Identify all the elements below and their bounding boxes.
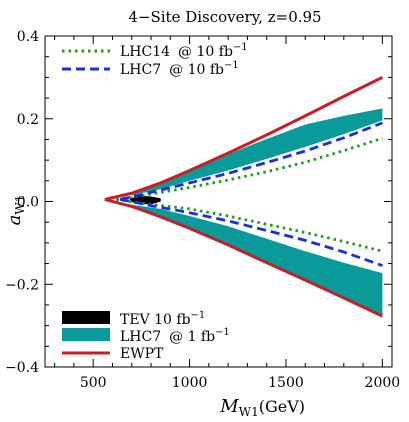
x-axis-label-main: M xyxy=(219,396,239,417)
chart-title: 4−Site Discovery, z=0.95 xyxy=(128,8,321,26)
legend-swatch xyxy=(62,311,110,324)
x-tick-label: 1500 xyxy=(268,375,304,391)
legend-item: LHC7 @ 1 fb−1 xyxy=(62,327,230,345)
x-axis-label-unit: (GeV) xyxy=(259,397,305,416)
legend-item: LHC7 @ 10 fb−1 xyxy=(62,60,239,78)
x-tick-label: 2000 xyxy=(365,375,401,391)
y-axis-label-sub: W1 xyxy=(13,195,27,215)
legend-item: LHC14 @ 10 fb−1 xyxy=(62,42,248,60)
y-tick-label: 0.0 xyxy=(17,195,39,211)
x-tick-label: 500 xyxy=(80,375,107,391)
legend-label: EWPT xyxy=(120,346,164,362)
y-tick-label: −0.4 xyxy=(5,360,39,376)
legend-item: TEV 10 fb−1 xyxy=(62,310,205,328)
band-lhc7_1fb_lower_band xyxy=(131,204,383,317)
series-lhc7_10_upper xyxy=(119,121,383,201)
legend-label: LHC14 @ 10 fb−1 xyxy=(120,42,248,60)
legend-swatch xyxy=(62,328,110,341)
y-axis-label-group: aW1 xyxy=(4,195,27,226)
plot-frame xyxy=(44,35,393,368)
y-tick-label: 0.2 xyxy=(17,112,39,128)
legend-label: TEV 10 fb−1 xyxy=(120,310,205,328)
x-axis-label: MW1(GeV) xyxy=(219,396,305,418)
legend-label: LHC7 @ 10 fb−1 xyxy=(120,60,239,78)
band-lhc7_1fb_upper_band xyxy=(131,108,383,196)
legend-item: EWPT xyxy=(62,346,164,362)
legend-label: LHC7 @ 1 fb−1 xyxy=(120,327,230,345)
y-axis-label: aW1 xyxy=(4,195,27,226)
x-axis-label-sub: W1 xyxy=(239,405,259,418)
x-tick-label: 1000 xyxy=(172,375,208,391)
lines-layer xyxy=(104,76,384,318)
y-axis-label-main: a xyxy=(4,215,25,226)
series-ewpt_upper xyxy=(104,76,384,201)
series-lhc7_10_lower xyxy=(119,198,383,267)
series-ewpt_lower xyxy=(104,197,384,318)
y-tick-label: 0.4 xyxy=(17,29,39,45)
y-tick-label: −0.2 xyxy=(5,277,39,293)
ticks-layer: 500 1000 1500 2000 0.4 0.2 0.0 −0.2 −0.4 xyxy=(5,29,400,391)
